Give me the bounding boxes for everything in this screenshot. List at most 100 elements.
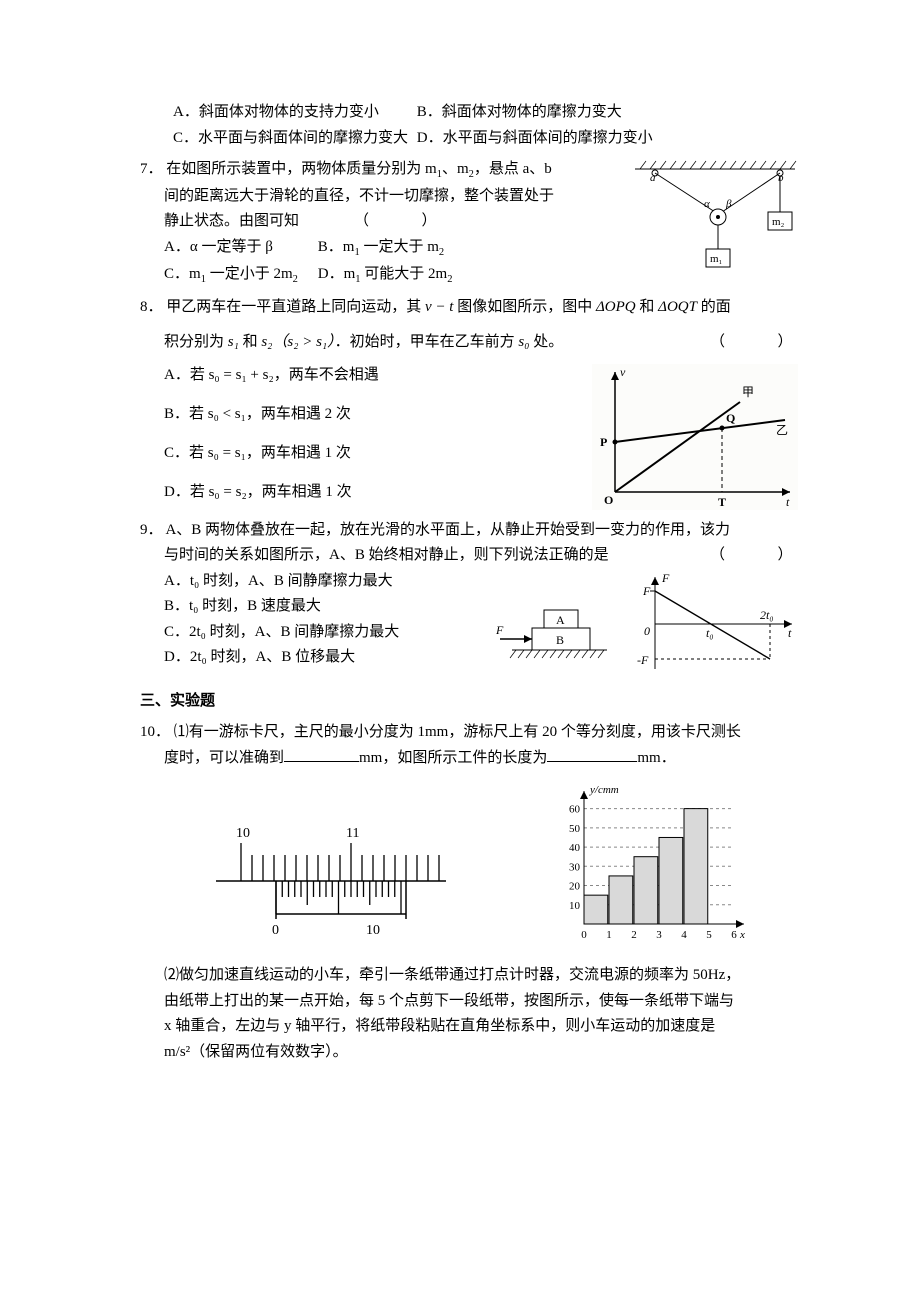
q10-mm2: mm． bbox=[637, 750, 675, 766]
q7-stem-3: ，悬点 a、b bbox=[474, 161, 552, 177]
q8-stem-3: 的面 bbox=[697, 299, 731, 315]
svg-text:y/cmm: y/cmm bbox=[589, 784, 619, 796]
q7-line2: 间的距离远大于滑轮的直径，不计一切摩擦，整个装置处于 bbox=[164, 188, 554, 204]
q10-p2: ⑵做匀加速直线运动的小车，牵引一条纸带通过打点计时器，交流电源的频率为 50Hz… bbox=[164, 963, 800, 1065]
q9-stem-1: A、B 两物体叠放在一起，放在光滑的水平面上，从静止开始受到一变力的作用，该力 bbox=[165, 522, 730, 538]
q9-fig1-B: B bbox=[556, 633, 564, 647]
q8-label-yi: 乙 bbox=[776, 423, 788, 437]
q7-optC: C．m1 一定小于 2m2 bbox=[164, 262, 314, 289]
svg-text:10: 10 bbox=[569, 900, 581, 912]
svg-text:6: 6 bbox=[731, 929, 737, 941]
svg-text:20: 20 bbox=[569, 881, 581, 893]
q10-blank2[interactable] bbox=[547, 746, 637, 762]
caliper-vernier-10: 10 bbox=[366, 923, 380, 938]
q10-number: 10． bbox=[140, 724, 170, 740]
q8-stem-1: 甲乙两车在一平直道路上同向运动，其 bbox=[166, 299, 425, 315]
q9-fig2-zero: 0 bbox=[644, 624, 650, 638]
q8-l2b: 和 bbox=[239, 334, 262, 350]
q9-fig2-Faxis: F bbox=[661, 571, 670, 585]
q7-paren: （ ） bbox=[354, 209, 444, 235]
q7-figure: a b α β m₁ m₂ bbox=[630, 157, 800, 277]
q7-optC-p2: 一定小于 2m bbox=[206, 266, 293, 282]
q8-label-Q: Q bbox=[726, 411, 735, 425]
q7-label-beta: β bbox=[725, 198, 732, 210]
q9-paren: （ ） bbox=[710, 543, 800, 569]
q8-l2c: ．初始时，甲车在乙车前方 bbox=[335, 334, 519, 350]
q7-optA: A．α 一定等于 β bbox=[164, 235, 314, 261]
q8-vt: v − t bbox=[425, 299, 453, 315]
q10-mm1: mm，如图所示工件的长度为 bbox=[359, 750, 547, 766]
q8-cond: （s₂ > s₁） bbox=[272, 334, 334, 350]
q10-caliper-fig: 10 11 0 10 bbox=[206, 819, 456, 949]
svg-text:0: 0 bbox=[581, 929, 587, 941]
q7-optB-p1: B．m bbox=[318, 239, 355, 255]
q9-fig2-t: t bbox=[788, 626, 792, 640]
q8-opq: ΔOPQ bbox=[596, 299, 636, 315]
q10: 10． ⑴有一游标卡尺，主尺的最小分度为 1mm，游标尺上有 20 个等分刻度，… bbox=[140, 720, 800, 1065]
q9-fig1: B A F bbox=[492, 584, 612, 664]
q9: 9． A、B 两物体叠放在一起，放在光滑的水平面上，从静止开始受到一变力的作用，… bbox=[140, 518, 800, 679]
svg-text:40: 40 bbox=[569, 842, 581, 854]
svg-text:x: x bbox=[739, 929, 745, 941]
q9-fig1-F: F bbox=[495, 623, 504, 637]
q7-line3: 静止状态。由图可知 bbox=[164, 213, 299, 229]
q8-number: 8． bbox=[140, 299, 163, 315]
q10-barchart: 1020304050600123456y/cmmx bbox=[539, 779, 759, 949]
q9-fig2-2t0: 2t₀ bbox=[760, 608, 774, 622]
q10-p2d: m/s²（保留两位有效数字）。 bbox=[164, 1044, 348, 1060]
q6-optA: A．斜面体对物体的支持力变小 bbox=[173, 100, 413, 126]
svg-text:30: 30 bbox=[569, 861, 581, 873]
svg-text:3: 3 bbox=[656, 929, 662, 941]
q6-optD: D．水平面与斜面体间的摩擦力变小 bbox=[417, 126, 653, 152]
q7-optB: B．m1 一定大于 m2 bbox=[318, 239, 444, 255]
q8-label-T: T bbox=[718, 495, 726, 509]
caliper-vernier-0: 0 bbox=[272, 923, 279, 938]
q9-fig2-t0: t₀ bbox=[706, 626, 714, 640]
q10-p2b: 由纸带上打出的某一点开始，每 5 个点剪下一段纸带，按图所示，使每一条纸带下端与 bbox=[164, 993, 734, 1009]
q10-p1a: ⑴有一游标卡尺，主尺的最小分度为 1mm，游标尺上有 20 个等分刻度，用该卡尺… bbox=[174, 724, 741, 740]
svg-text:5: 5 bbox=[706, 929, 712, 941]
q8-l2d: 处。 bbox=[529, 334, 563, 350]
q8-paren: （ ） bbox=[710, 330, 800, 356]
q8-label-jia: 甲 bbox=[742, 385, 754, 399]
q8-l2a: 积分别为 bbox=[164, 334, 228, 350]
q8-stem-2: 图像如图所示，图中 bbox=[453, 299, 596, 315]
svg-text:4: 4 bbox=[681, 929, 687, 941]
q8-figure: v t O 甲 P 乙 Q T bbox=[590, 362, 800, 512]
q8-and: 和 bbox=[636, 299, 659, 315]
q8-label-P: P bbox=[600, 435, 607, 449]
q10-p2c: x 轴重合，左边与 y 轴平行，将纸带段粘贴在直角坐标系中，则小车运动的加速度是 bbox=[164, 1018, 715, 1034]
q7-label-m2: m₂ bbox=[772, 216, 785, 228]
q8-s0: s₀ bbox=[518, 334, 529, 350]
q9-number: 9． bbox=[140, 522, 163, 538]
q10-blank1[interactable] bbox=[284, 746, 359, 762]
q8-label-O: O bbox=[604, 493, 613, 507]
q9-figures: B A F F t F -F 0 bbox=[492, 569, 800, 679]
q10-p1b: 度时，可以准确到 bbox=[164, 750, 284, 766]
q9-fig2-Fpos: F bbox=[642, 584, 651, 598]
q7-stem-1: 在如图所示装置中，两物体质量分别为 m bbox=[166, 161, 436, 177]
q7-label-alpha: α bbox=[704, 198, 710, 210]
q9-fig1-A: A bbox=[556, 613, 565, 627]
svg-text:60: 60 bbox=[569, 804, 581, 816]
svg-text:2: 2 bbox=[631, 929, 637, 941]
q7: a b α β m₁ m₂ bbox=[140, 157, 800, 289]
q8: 8． 甲乙两车在一平直道路上同向运动，其 v − t 图像如图所示，图中 ΔOP… bbox=[140, 295, 800, 512]
q6-optB: B．斜面体对物体的摩擦力变大 bbox=[417, 100, 622, 126]
q7-optD: D．m1 可能大于 2m2 bbox=[318, 266, 453, 282]
q9-fig2-Fneg: -F bbox=[637, 653, 649, 667]
caliper-main-10: 10 bbox=[236, 826, 250, 841]
q7-number: 7． bbox=[140, 161, 163, 177]
q8-oqt: ΔOQT bbox=[658, 299, 697, 315]
q7-optD-p2: 可能大于 2m bbox=[361, 266, 448, 282]
q8-s1: s₁ bbox=[228, 334, 239, 350]
caliper-main-11: 11 bbox=[346, 826, 359, 841]
q8-axis-v: v bbox=[620, 365, 626, 379]
section-3-header: 三、实验题 bbox=[140, 689, 800, 715]
q6-optC: C．水平面与斜面体间的摩擦力变大 bbox=[173, 126, 413, 152]
q9-line2: 与时间的关系如图所示，A、B 始终相对静止，则下列说法正确的是 bbox=[164, 547, 609, 563]
q7-optD-p1: D．m bbox=[318, 266, 356, 282]
q8-s2: s₂ bbox=[261, 334, 272, 350]
q7-label-m1: m₁ bbox=[710, 253, 723, 265]
q7-optC-p1: C．m bbox=[164, 266, 201, 282]
